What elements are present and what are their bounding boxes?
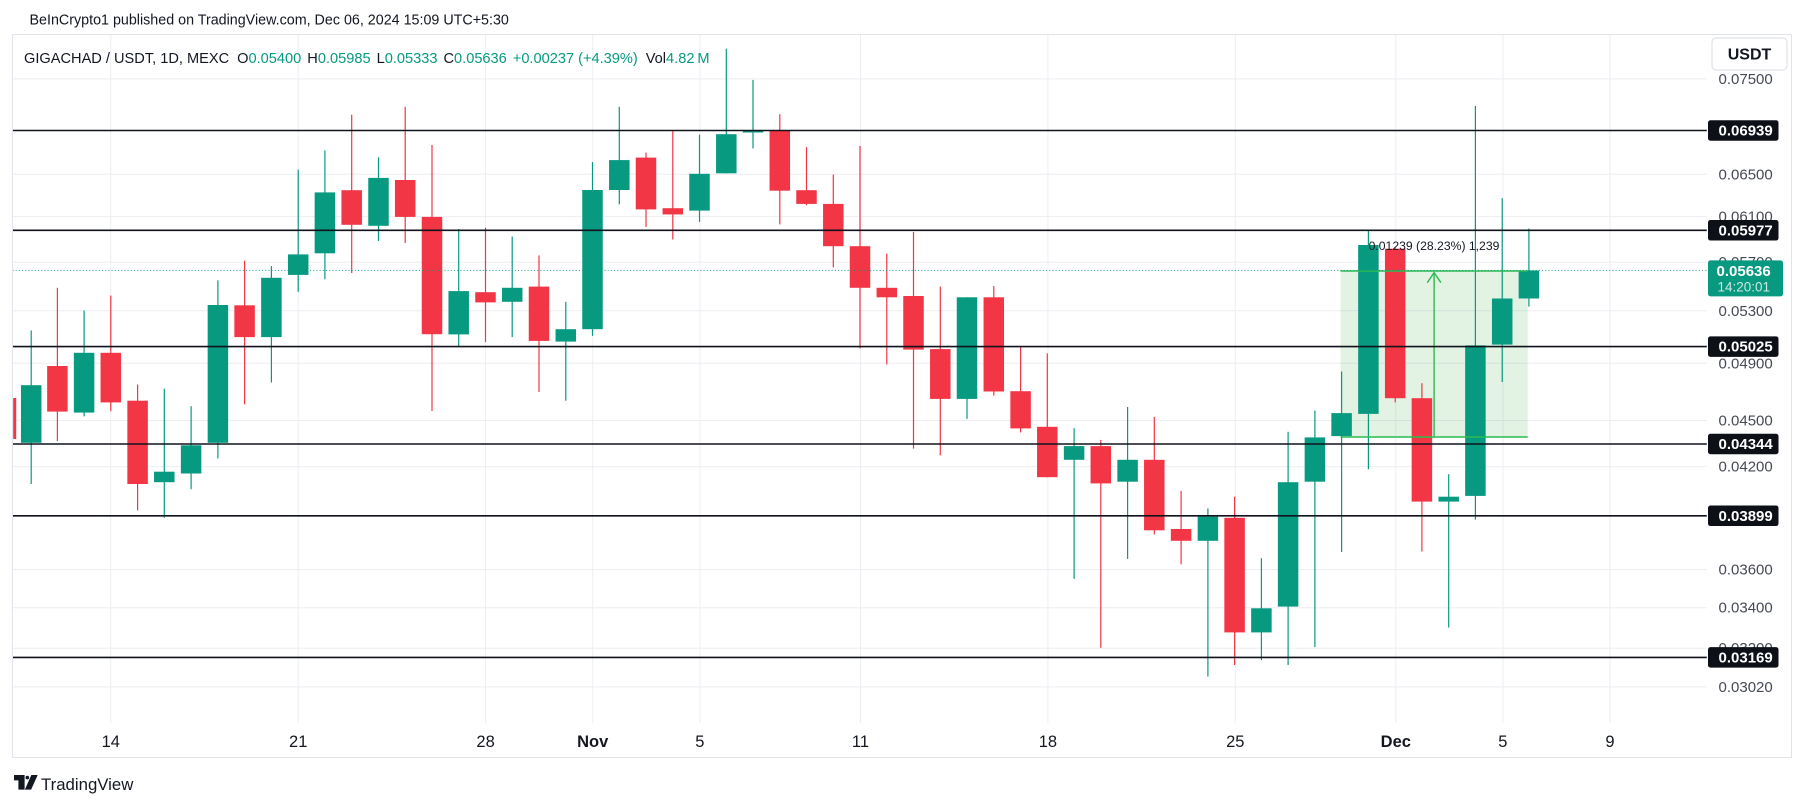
svg-text:0.04344: 0.04344 [1719, 436, 1774, 453]
svg-text:0.03899: 0.03899 [1719, 508, 1773, 525]
svg-text:Nov: Nov [577, 733, 609, 751]
svg-text:5: 5 [1498, 733, 1507, 751]
svg-text:0.04200: 0.04200 [1719, 459, 1773, 476]
svg-text:0.04500: 0.04500 [1719, 413, 1773, 430]
svg-text:0.03169: 0.03169 [1719, 649, 1773, 666]
svg-text:0.03400: 0.03400 [1719, 600, 1773, 617]
svg-text:28: 28 [476, 733, 494, 751]
svg-text:TradingView: TradingView [41, 775, 134, 794]
svg-text:25: 25 [1226, 733, 1244, 751]
svg-text:0.04900: 0.04900 [1719, 355, 1773, 372]
svg-text:BeInCrypto1 published on Tradi: BeInCrypto1 published on TradingView.com… [30, 13, 509, 29]
svg-text:0.07500: 0.07500 [1719, 71, 1773, 88]
svg-text:5: 5 [695, 733, 704, 751]
svg-text:0.06500: 0.06500 [1719, 166, 1773, 183]
svg-text:14:20:01: 14:20:01 [1718, 280, 1771, 295]
svg-text:0.05977: 0.05977 [1719, 222, 1773, 239]
svg-text:0.05025: 0.05025 [1719, 339, 1773, 356]
svg-text:0.06939: 0.06939 [1719, 123, 1773, 140]
svg-text:Dec: Dec [1381, 733, 1411, 751]
svg-text:0.05636: 0.05636 [1717, 263, 1771, 280]
svg-text:0.01239 (28.23%) 1,239: 0.01239 (28.23%) 1,239 [1369, 239, 1500, 253]
svg-text:0.03020: 0.03020 [1719, 679, 1773, 696]
svg-text:21: 21 [289, 733, 307, 751]
svg-text:14: 14 [102, 733, 120, 751]
svg-text:USDT: USDT [1728, 47, 1772, 64]
svg-text:11: 11 [852, 733, 869, 751]
svg-text:0.03600: 0.03600 [1719, 562, 1773, 579]
svg-text:18: 18 [1039, 733, 1057, 751]
svg-text:9: 9 [1605, 733, 1614, 751]
svg-text:0.05300: 0.05300 [1719, 303, 1773, 320]
